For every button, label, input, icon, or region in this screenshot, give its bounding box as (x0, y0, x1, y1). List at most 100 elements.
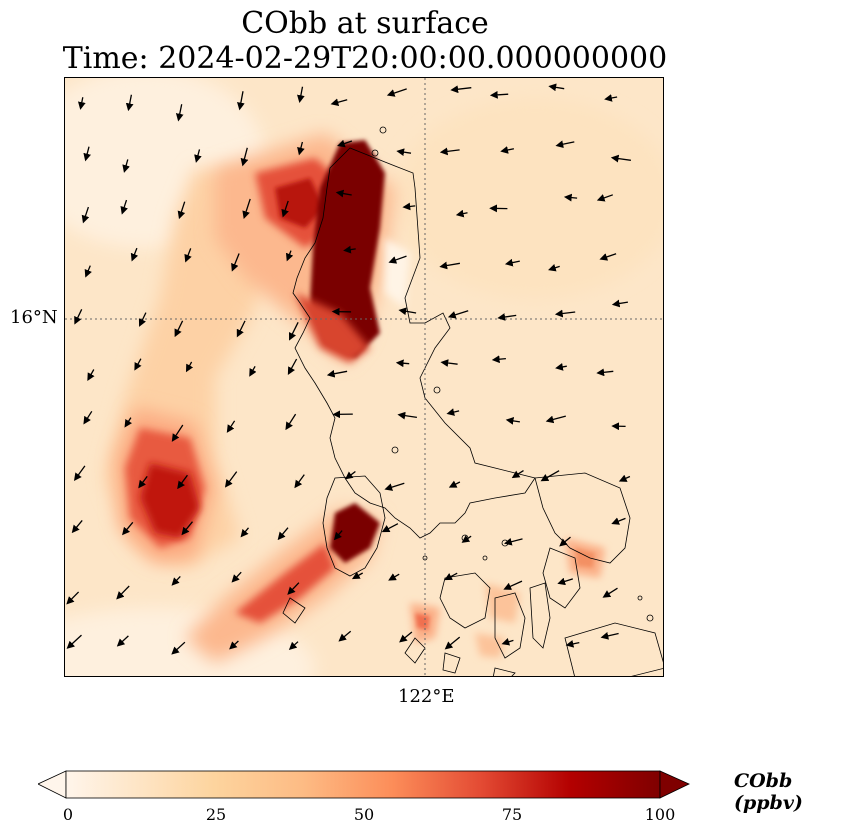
wind-arrow (559, 536, 571, 547)
colorbar-body (65, 770, 661, 799)
wind-arrow (281, 200, 289, 218)
wind-arrow (249, 365, 257, 377)
wind-arrow (134, 358, 142, 371)
wind-arrow (599, 253, 617, 261)
wind-arrow (226, 420, 236, 433)
wind-arrow (84, 265, 92, 278)
wind-arrow (548, 264, 560, 272)
wind-arrow (611, 517, 626, 525)
wind-arrow (511, 470, 524, 479)
wind-arrow (171, 424, 184, 442)
wind-arrow (330, 98, 348, 107)
wind-arrow (175, 104, 184, 122)
wind-arrow (618, 474, 631, 482)
map-title: CObb at surface (241, 6, 489, 41)
wind-arrow (120, 199, 128, 215)
colorbar-tick-100: 100 (644, 805, 676, 824)
wind-arrow (596, 368, 614, 377)
wind-arrow (297, 141, 305, 156)
wind-arrow (610, 154, 631, 163)
wind-arrow (450, 85, 472, 94)
wind-arrow (399, 631, 413, 643)
wind-arrow (501, 638, 514, 646)
wind-arrow (231, 571, 242, 583)
wind-arrow (287, 582, 300, 595)
wind-arrow (77, 97, 86, 110)
colorbar (38, 770, 690, 799)
wind-arrow (194, 149, 202, 163)
wind-arrow (388, 573, 400, 581)
latitude-tick-label: 16°N (10, 307, 58, 328)
wind-arrow (83, 146, 91, 162)
colorbar-tick-0: 0 (62, 805, 74, 824)
wind-arrow (174, 320, 184, 338)
wind-arrow (130, 247, 139, 262)
wind-arrow (335, 189, 352, 198)
wind-arrow (563, 193, 578, 202)
colorbar-extend-min (38, 770, 67, 799)
colorbar-tick-25: 25 (205, 805, 227, 824)
wind-arrow (448, 480, 461, 488)
wind-arrow (177, 201, 186, 220)
wind-arrow (455, 209, 468, 218)
gridlines (65, 78, 663, 676)
wind-arrow (74, 309, 83, 325)
wind-arrow (116, 635, 129, 647)
wind-arrow (338, 630, 352, 642)
wind-arrow (297, 86, 305, 103)
map-subtitle: Time: 2024-02-29T20:00:00.000000000 (62, 41, 668, 76)
wind-arrow (285, 413, 297, 431)
wind-arrow (240, 147, 249, 167)
wind-arrow (565, 640, 580, 648)
colorbar-tick-75: 75 (501, 805, 523, 824)
wind-arrow (116, 585, 130, 600)
wind-arrow (388, 255, 407, 264)
wind-arrow (242, 198, 251, 219)
wind-arrow (491, 355, 506, 364)
wind-arrow (396, 148, 412, 157)
map-canvas (65, 78, 663, 676)
wind-arrow (87, 369, 95, 381)
wind-arrow (351, 571, 364, 580)
wind-arrow (181, 521, 194, 536)
wind-arrow (439, 261, 461, 270)
wind-arrow (171, 641, 186, 655)
wind-arrow (184, 248, 192, 263)
coastlines (282, 126, 663, 676)
wind-arrow (294, 474, 305, 489)
wind-arrow (489, 90, 509, 99)
wind-arrow (285, 250, 294, 262)
wind-arrow (171, 575, 181, 586)
wind-arrow (447, 310, 469, 319)
mindoro-plume (185, 503, 380, 663)
wind-arrow (384, 482, 405, 491)
wind-arrow (395, 359, 410, 368)
wind-arrow (596, 194, 614, 202)
wind-arrow (548, 83, 565, 92)
wind-arrow (122, 159, 130, 173)
wind-arrow (231, 253, 240, 272)
wind-arrow (122, 521, 134, 536)
wind-arrow (288, 641, 299, 650)
wind-arrow (381, 523, 399, 533)
wind-arrow (240, 527, 250, 538)
wind-arrow (73, 465, 86, 482)
wind-arrow (337, 139, 353, 148)
wind-arrow (611, 299, 629, 308)
wind-arrow (81, 206, 90, 224)
map-panel (64, 77, 664, 677)
wind-arrow (229, 640, 239, 650)
wind-arrow (545, 415, 566, 424)
wind-arrow (138, 476, 148, 489)
wind-arrow (66, 634, 82, 649)
wind-arrow (554, 309, 576, 318)
wind-arrow (138, 312, 147, 327)
wind-arrow (224, 471, 238, 488)
wind-arrow (237, 91, 245, 111)
wind-arrow (600, 632, 619, 640)
wind-arrow (444, 636, 461, 650)
wind-arrow (287, 358, 298, 375)
wind-arrow (503, 537, 523, 546)
wind-arrow (71, 519, 83, 534)
north-luzon-plume (215, 133, 410, 363)
